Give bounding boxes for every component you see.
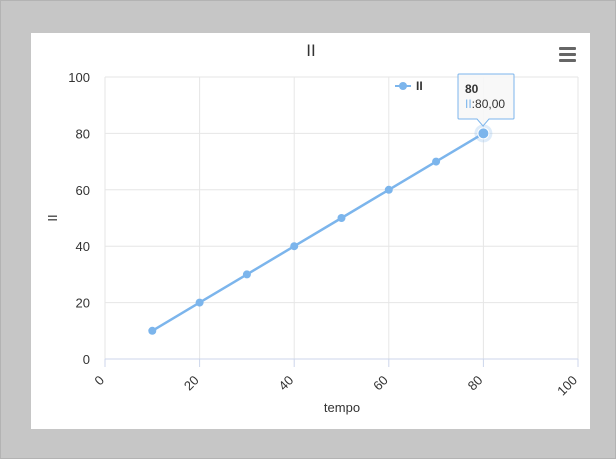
tooltip-body: II:80,00	[465, 97, 505, 111]
y-tick-label: 80	[76, 126, 90, 141]
y-tick-label: 20	[76, 296, 90, 311]
x-tick-label: 40	[275, 373, 296, 394]
data-point[interactable]	[290, 242, 299, 251]
legend-marker	[399, 82, 407, 90]
axes: 0 20 40 60 80 100 0 20 40 60 80 100	[68, 70, 580, 398]
y-tick-label: 60	[76, 183, 90, 198]
data-point[interactable]	[242, 270, 251, 279]
x-tick-label: 80	[465, 373, 486, 394]
legend[interactable]: II	[395, 79, 423, 93]
series-layer	[148, 124, 493, 335]
tooltip-box	[457, 73, 515, 127]
chart-title: II	[306, 41, 315, 60]
x-tick-label: 100	[554, 373, 580, 399]
tooltip-series-label: II	[465, 97, 472, 111]
y-tick-label: 0	[83, 352, 90, 367]
x-tick-label: 0	[91, 373, 107, 389]
data-point[interactable]	[195, 298, 204, 307]
hovered-data-point[interactable]	[477, 127, 490, 140]
tooltip-header: 80	[465, 82, 479, 96]
hamburger-menu-icon[interactable]	[556, 44, 578, 64]
x-tick-label: 20	[181, 373, 202, 394]
x-axis-label: tempo	[324, 400, 360, 415]
tooltip-separator: :	[472, 97, 475, 111]
data-point[interactable]	[337, 214, 346, 222]
data-point[interactable]	[148, 326, 157, 335]
y-axis-label: II	[45, 214, 60, 221]
y-tick-label: 40	[76, 239, 90, 254]
tooltip-value: 80,00	[475, 97, 505, 111]
x-tick-label: 60	[370, 373, 391, 394]
y-tick-label: 100	[68, 70, 90, 85]
data-point[interactable]	[432, 157, 441, 166]
tooltip: 80 II:80,00	[457, 73, 515, 127]
legend-item-label[interactable]: II	[416, 79, 423, 93]
data-point[interactable]	[384, 185, 393, 194]
series-line	[151, 132, 485, 333]
